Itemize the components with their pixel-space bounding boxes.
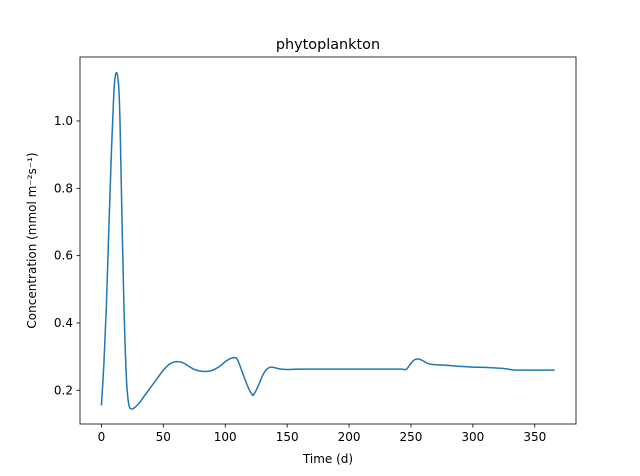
x-tick-label: 50	[156, 430, 171, 444]
x-tick-label: 250	[400, 430, 423, 444]
y-tick-label: 1.0	[54, 114, 73, 128]
chart-title: phytoplankton	[276, 37, 380, 53]
x-tick-label: 100	[214, 430, 237, 444]
y-tick-label: 0.8	[54, 181, 73, 195]
x-tick-label: 150	[276, 430, 299, 444]
x-tick-label: 300	[461, 430, 484, 444]
y-axis-label: Concentration (mmol m⁻²s⁻¹)	[25, 152, 39, 328]
series-line	[100, 71, 555, 410]
x-axis-label: Time (d)	[302, 452, 353, 466]
x-tick-label: 350	[523, 430, 546, 444]
x-axis: 0 50 100 150 200 250 300 350	[98, 424, 546, 444]
y-tick-label: 0.6	[54, 249, 73, 263]
x-tick-label: 0	[98, 430, 106, 444]
y-tick-label: 0.2	[54, 383, 73, 397]
y-tick-label: 0.4	[54, 316, 73, 330]
plot-frame	[79, 56, 577, 425]
x-tick-label: 200	[338, 430, 361, 444]
y-axis: 0.2 0.4 0.6 0.8 1.0	[54, 114, 80, 397]
